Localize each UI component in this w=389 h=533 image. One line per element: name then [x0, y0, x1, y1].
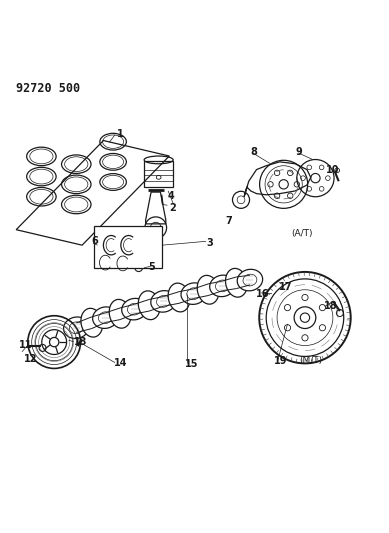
Text: 11: 11	[19, 340, 33, 350]
Text: 12: 12	[25, 354, 38, 364]
Ellipse shape	[181, 283, 207, 304]
Text: 2: 2	[169, 203, 176, 213]
Ellipse shape	[109, 300, 131, 328]
Text: 5: 5	[148, 262, 155, 271]
Ellipse shape	[122, 298, 147, 320]
Text: 6: 6	[92, 236, 98, 246]
Text: 7: 7	[226, 216, 232, 226]
Text: (M/T): (M/T)	[299, 356, 322, 365]
Ellipse shape	[237, 269, 263, 291]
Ellipse shape	[63, 317, 89, 338]
Ellipse shape	[138, 291, 160, 320]
Ellipse shape	[93, 307, 118, 328]
FancyBboxPatch shape	[94, 226, 161, 269]
Ellipse shape	[197, 276, 219, 304]
Text: 15: 15	[185, 359, 199, 369]
Ellipse shape	[81, 308, 103, 337]
Text: 9: 9	[295, 147, 302, 157]
Text: (A/T): (A/T)	[291, 229, 313, 238]
Ellipse shape	[210, 275, 235, 297]
Text: 19: 19	[274, 357, 288, 367]
Text: 13: 13	[74, 337, 88, 346]
Ellipse shape	[151, 290, 176, 312]
Text: 17: 17	[279, 282, 293, 293]
Text: 4: 4	[167, 191, 174, 201]
Text: 3: 3	[206, 238, 213, 248]
Text: 8: 8	[251, 147, 258, 157]
Text: 18: 18	[324, 302, 338, 311]
Text: 14: 14	[114, 358, 128, 368]
Text: 10: 10	[326, 165, 340, 175]
Ellipse shape	[226, 269, 247, 297]
Ellipse shape	[168, 283, 190, 312]
Text: 16: 16	[256, 289, 270, 298]
Text: 1: 1	[117, 129, 124, 139]
Text: 92720 500: 92720 500	[16, 83, 80, 95]
